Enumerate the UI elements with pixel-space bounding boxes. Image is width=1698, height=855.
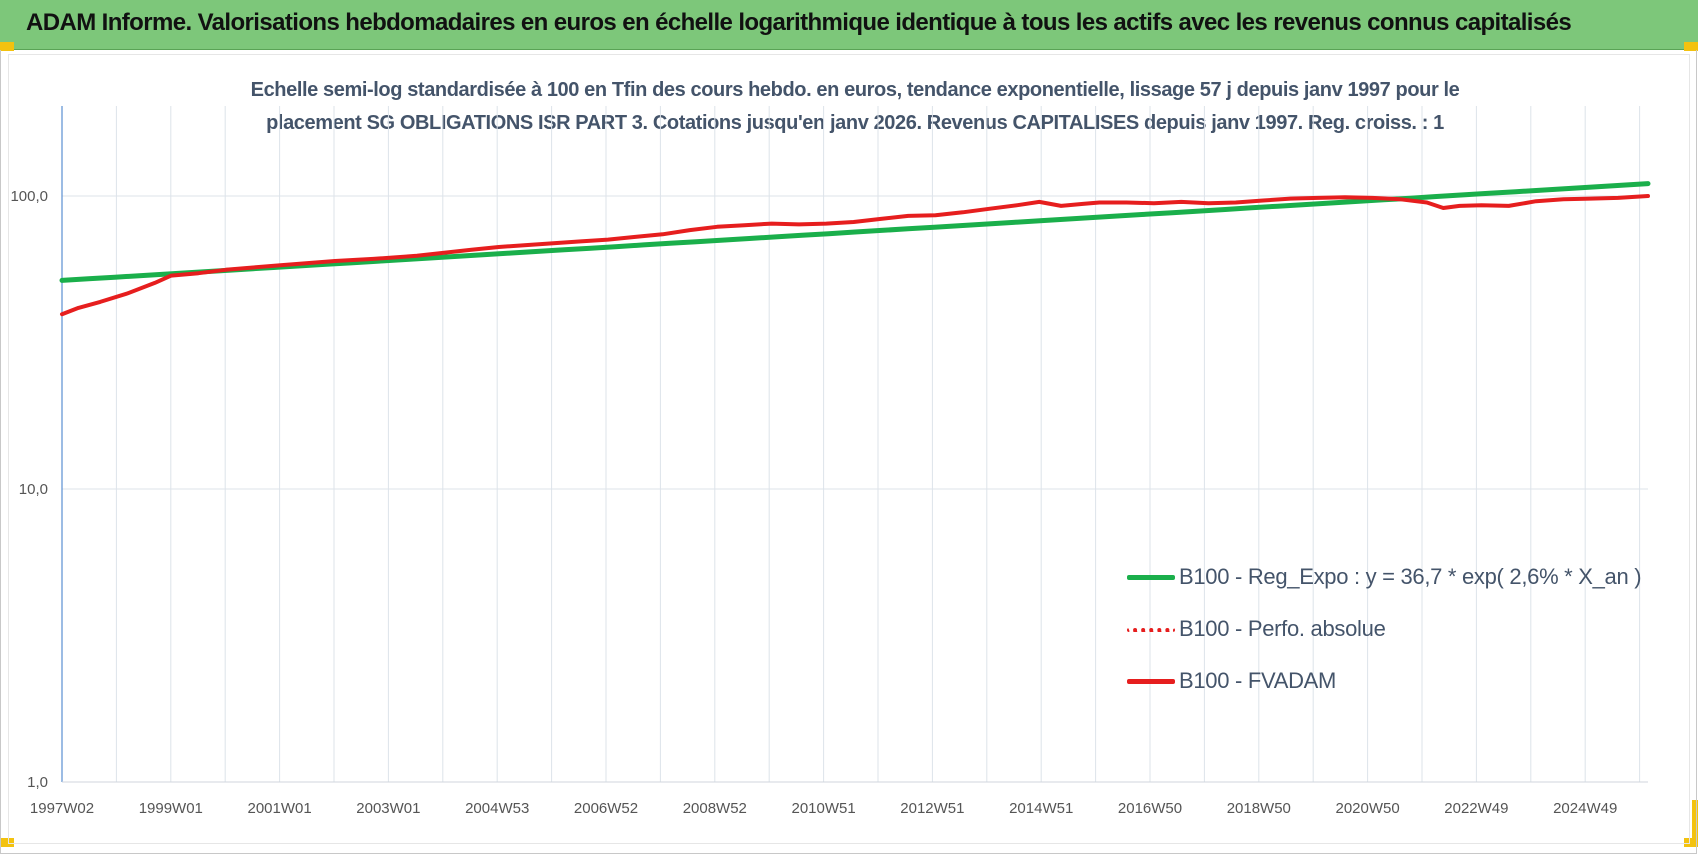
corner-marker-top-left bbox=[0, 42, 14, 51]
legend-item-fvadam: B100 - FVADAM bbox=[1127, 667, 1647, 697]
x-tick-label: 1999W01 bbox=[139, 800, 203, 817]
x-tick-label: 2020W50 bbox=[1335, 800, 1399, 817]
y-tick-label: 100,0 bbox=[10, 188, 48, 205]
legend-swatch-fvadam bbox=[1127, 679, 1175, 684]
corner-marker-right-edge bbox=[1692, 800, 1698, 845]
legend-label-fvadam: B100 - FVADAM bbox=[1179, 668, 1337, 693]
chart-area bbox=[8, 54, 1690, 844]
legend-label-perfo-absolue: B100 - Perfo. absolue bbox=[1179, 616, 1386, 641]
series-line-0 bbox=[59, 181, 1651, 283]
x-tick-label: 2001W01 bbox=[247, 800, 311, 817]
page-title: ADAM Informe. Valorisations hebdomadaire… bbox=[26, 9, 1572, 36]
legend-item-perfo-absolue: B100 - Perfo. absolue bbox=[1127, 615, 1647, 645]
corner-marker-bottom-right bbox=[1684, 838, 1698, 847]
x-tick-label: 2010W51 bbox=[791, 800, 855, 817]
header-bar: ADAM Informe. Valorisations hebdomadaire… bbox=[0, 0, 1698, 50]
tick-labels: 1,0 10,0 100,0 1997W02 1999W01 2001W01 2003W01… bbox=[10, 188, 1617, 817]
x-tick-label: 2024W49 bbox=[1553, 800, 1617, 817]
chart-subtitle-line1: Echelle semi-log standardisée à 100 en T… bbox=[250, 79, 1460, 101]
x-tick-label: 2004W53 bbox=[465, 800, 529, 817]
corner-marker-top-right bbox=[1684, 42, 1698, 51]
axes bbox=[61, 106, 1648, 783]
x-tick-label: 2003W01 bbox=[356, 800, 420, 817]
x-tick-label: 2018W50 bbox=[1227, 800, 1291, 817]
x-tick-label: 2014W51 bbox=[1009, 800, 1073, 817]
x-tick-label: 2012W51 bbox=[900, 800, 964, 817]
legend-label-reg-expo: B100 - Reg_Expo : y = 36,7 * exp( 2,6% *… bbox=[1179, 564, 1642, 589]
legend-item-reg-expo: B100 - Reg_Expo : y = 36,7 * exp( 2,6% *… bbox=[1127, 563, 1647, 593]
corner-marker-bottom-left bbox=[0, 838, 14, 847]
series bbox=[59, 181, 1651, 317]
series-line-2 bbox=[60, 194, 1650, 317]
chart-frame bbox=[0, 50, 1697, 854]
x-tick-label: 2016W50 bbox=[1118, 800, 1182, 817]
y-tick-label: 10,0 bbox=[19, 481, 48, 498]
legend-swatch-reg-expo bbox=[1127, 575, 1175, 580]
x-tick-label: 1997W02 bbox=[30, 800, 94, 817]
x-tick-label: 2006W52 bbox=[574, 800, 638, 817]
x-tick-label: 2008W52 bbox=[683, 800, 747, 817]
legend-swatch-perfo-absolue bbox=[1127, 628, 1175, 632]
y-tick-label: 1,0 bbox=[27, 774, 48, 791]
x-tick-label: 2022W49 bbox=[1444, 800, 1508, 817]
